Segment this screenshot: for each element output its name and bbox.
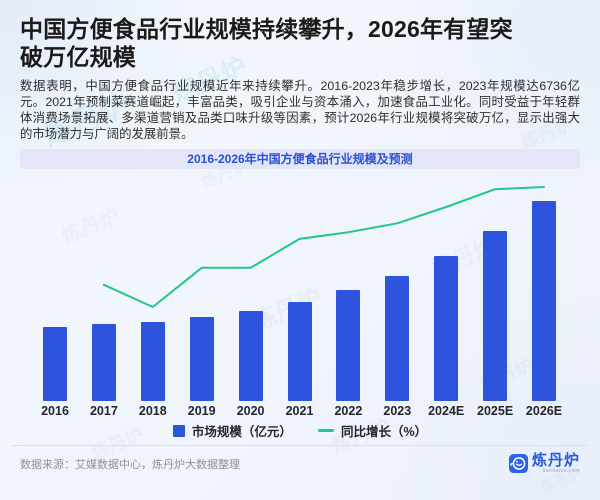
legend-label-yoy-growth: 同比增长（%） (340, 425, 428, 440)
x-axis-label-2017: 2017 (89, 403, 118, 418)
footer-divider (12, 444, 588, 446)
x-axis-label-2021: 2021 (285, 403, 314, 418)
line-series-swatch-icon (317, 429, 334, 432)
page-title-line2: 破万亿规模 (20, 44, 136, 70)
bar-2022 (336, 289, 361, 401)
brand-logo: 炼丹炉 liandanlu.com (508, 453, 580, 474)
bar-2019 (189, 316, 214, 401)
x-axis-label-2026E: 2026E (525, 403, 563, 418)
chart-title: 2016-2026年中国方便食品行业规模及预测 (187, 152, 413, 167)
bar-series-swatch-icon (172, 424, 185, 437)
x-axis-label-2023: 2023 (383, 403, 412, 418)
legend-item-market-size: 市场规模（亿元） (172, 421, 292, 440)
x-axis-label-2019: 2019 (187, 403, 216, 418)
data-source-note: 数据来源：艾媒数据中心，炼丹炉大数据整理 (20, 458, 240, 471)
bar-2017 (91, 324, 116, 401)
brand-url: liandanlu.com (542, 468, 580, 475)
chart-title-banner: 2016-2026年中国方便食品行业规模及预测 (20, 148, 580, 169)
brand-logo-icon (508, 454, 528, 474)
page-title-line1: 中国方便食品行业规模持续攀升，2026年有望突 (20, 16, 513, 42)
bar-chart-plot-area (20, 169, 580, 401)
page-description: 数据表明，中国方便食品行业规模近年来持续攀升。2016-2023年稳步增长，20… (20, 79, 580, 141)
bar-2025E (483, 231, 508, 401)
bar-2023 (385, 275, 410, 401)
x-axis-label-2016: 2016 (41, 403, 69, 418)
x-axis-label-2025E: 2025E (477, 403, 514, 418)
footer: 数据来源：艾媒数据中心，炼丹炉大数据整理 炼丹炉 liandanlu.com (20, 447, 580, 481)
bar-2018 (140, 322, 165, 401)
x-axis-labels: 2016 2017 2018 2019 2020 2021 2022 2023 2024E 202… (20, 404, 580, 421)
x-axis-label-2018: 2018 (138, 403, 167, 418)
bar-2021 (287, 302, 312, 401)
page-title: 中国方便食品行业规模持续攀升，2026年有望突 破万亿规模 (20, 15, 580, 71)
x-axis-label-2024E: 2024E (428, 403, 465, 418)
legend-item-yoy-growth: 同比增长（%） (317, 421, 428, 440)
chart-legend: 市场规模（亿元） 同比增长（%） (20, 423, 580, 439)
bar-2026E (532, 200, 556, 401)
bar-2020 (238, 311, 263, 401)
brand-name: 炼丹炉 (531, 452, 580, 470)
bar-2024E (434, 256, 459, 401)
bar-2016 (43, 327, 67, 401)
legend-label-market-size: 市场规模（亿元） (191, 425, 292, 440)
yoy-growth-line (102, 185, 545, 308)
brand-text: 炼丹炉 liandanlu.com (532, 453, 580, 474)
x-axis-label-2020: 2020 (236, 403, 265, 418)
x-axis-label-2022: 2022 (334, 403, 363, 418)
